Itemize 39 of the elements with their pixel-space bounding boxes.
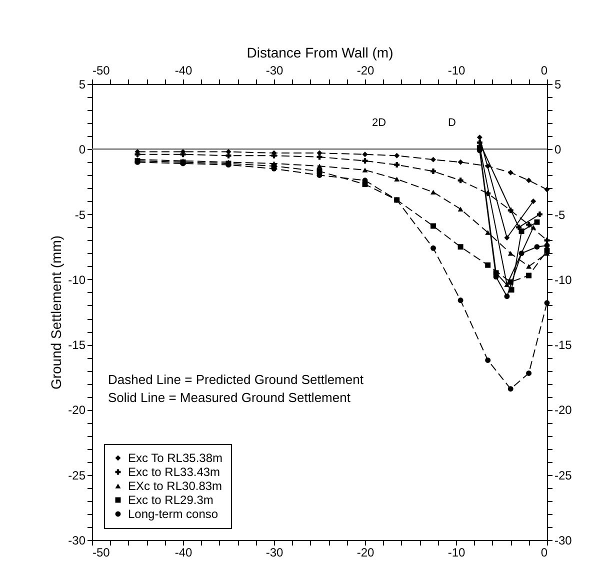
x-tick-label: -50 [92, 546, 110, 560]
legend-label: Exc to RL29.3m [128, 493, 214, 507]
y-tick-label: -15 [68, 338, 86, 352]
y2-tick-label: 0 [554, 142, 562, 157]
annotation: Solid Line = Measured Ground Settlement [108, 390, 351, 405]
y2-tick-label: -30 [554, 534, 572, 548]
y-tick-label: -10 [68, 272, 86, 287]
y-tick-label: -20 [68, 403, 86, 418]
annotation: 2D [372, 117, 386, 129]
x2-tick-label: -30 [266, 64, 284, 78]
y2-tick-label: -5 [554, 208, 566, 222]
x-tick-label: -40 [174, 546, 192, 560]
y2-tick-label: -15 [554, 338, 572, 352]
x-tick-label: -20 [356, 546, 374, 560]
y-tick-label: 0 [78, 142, 86, 157]
y-tick-label: -30 [68, 534, 86, 548]
y2-tick-label: -20 [554, 403, 572, 418]
x-tick-label: -30 [266, 546, 284, 560]
x2-tick-label: -20 [356, 64, 374, 78]
legend-label: Exc To RL35.38m [128, 451, 222, 465]
legend-label: EXc to RL30.83m [128, 479, 222, 493]
y2-tick-label: -10 [554, 272, 572, 287]
x-tick-label: 0 [540, 546, 548, 560]
x2-tick-label: 0 [540, 64, 548, 78]
y-tick-label: 5 [78, 78, 86, 92]
x2-tick-label: -40 [174, 64, 192, 78]
x2-tick-label: -50 [92, 64, 110, 78]
y2-tick-label: 5 [554, 78, 562, 92]
legend-label: Exc to RL33.43m [128, 465, 220, 479]
y-tick-label: -5 [74, 208, 86, 222]
y2-tick-label: -25 [554, 468, 572, 482]
x2-axis-title: Distance From Wall (m) [246, 44, 394, 60]
x2-tick-label: -10 [448, 64, 466, 78]
y-tick-label: -25 [68, 468, 86, 482]
x-tick-label: -10 [448, 546, 466, 560]
legend-label: Long-term conso [128, 507, 218, 521]
annotation: Dashed Line = Predicted Ground Settlement [108, 372, 364, 387]
y-axis-title: Ground Settlement (mm) [48, 235, 64, 390]
annotation: D [448, 117, 456, 129]
